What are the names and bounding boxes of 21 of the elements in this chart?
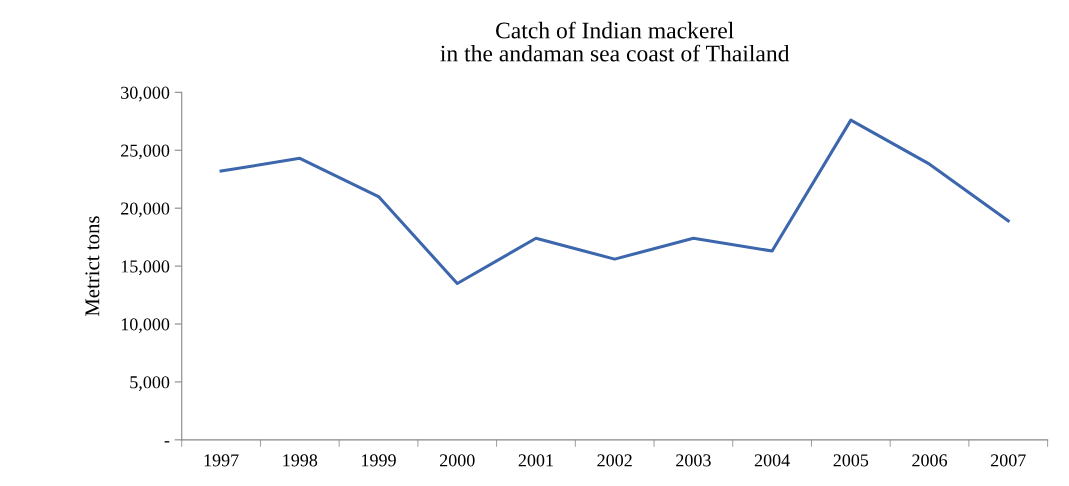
- chart-title: Catch of Indian mackerel in the andaman sea coast of Thailand: [440, 21, 790, 62]
- y-tick-label: 5,000: [130, 376, 170, 391]
- x-tick-label: 1998: [283, 454, 318, 467]
- y-tick-label: -: [164, 441, 170, 443]
- y-tick-label: 15,000: [121, 260, 170, 276]
- x-tick-label: 2003: [676, 454, 711, 467]
- y-axis-title: Metrict tons: [85, 216, 100, 317]
- x-tick-label: 1999: [362, 454, 396, 467]
- x-tick-label: 2004: [754, 454, 790, 467]
- x-tick-label: 2001: [518, 454, 553, 467]
- y-tick-label: 30,000: [121, 86, 170, 102]
- x-tick-label: 2002: [597, 454, 632, 467]
- y-tick-label: 20,000: [121, 202, 170, 218]
- y-tick-label: 10,000: [121, 318, 170, 334]
- x-tick-label: 2000: [439, 454, 475, 467]
- x-tick-label: 2007: [991, 454, 1026, 467]
- y-tick-label: 25,000: [121, 144, 170, 160]
- x-tick-label: 1997: [204, 454, 239, 467]
- x-tick-label: 2006: [912, 454, 948, 467]
- line-series: [219, 118, 1010, 285]
- x-tick-label: 2005: [833, 454, 869, 467]
